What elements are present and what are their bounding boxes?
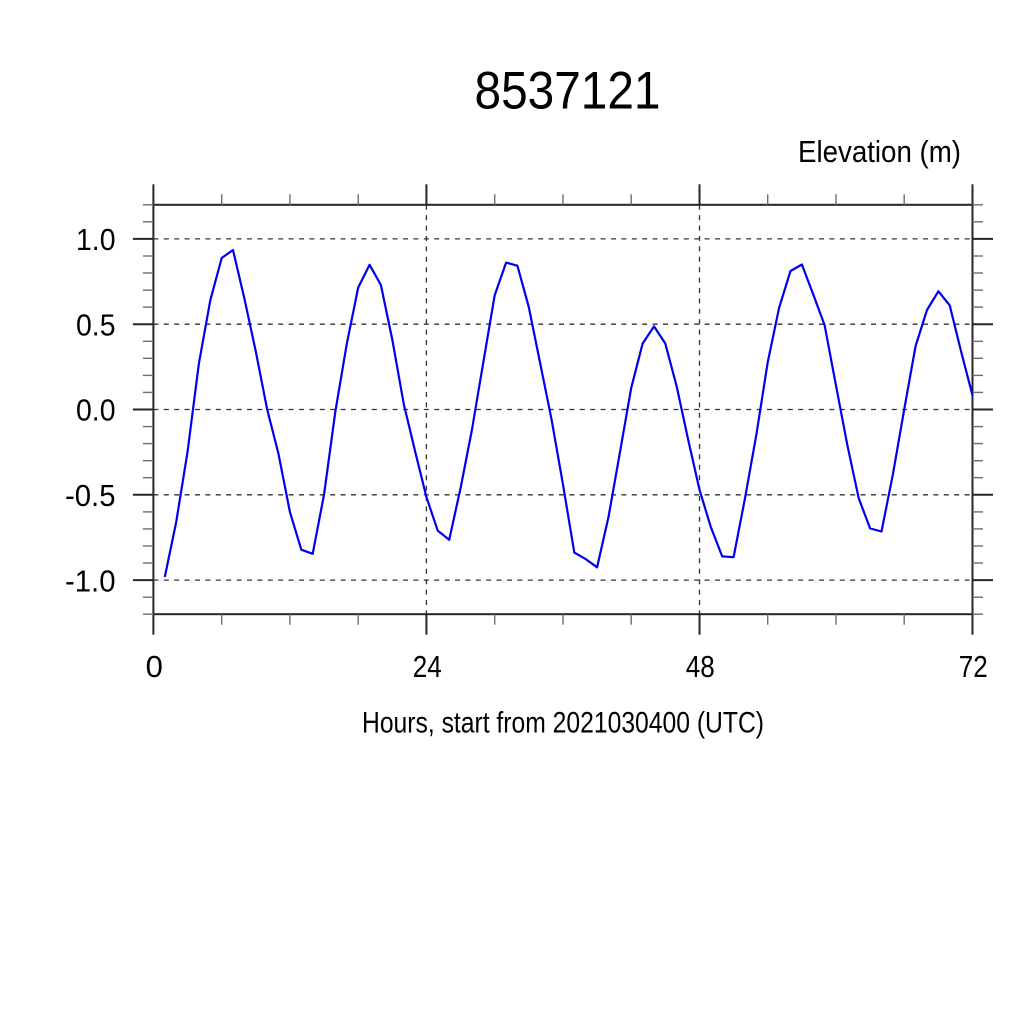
svg-text:-0.5: -0.5 (65, 478, 116, 513)
svg-text:Hours, start from 2021030400 (: Hours, start from 2021030400 (UTC) (362, 706, 764, 739)
svg-text:24: 24 (413, 649, 442, 684)
svg-text:Elevation (m): Elevation (m) (798, 134, 961, 169)
svg-text:8537121: 8537121 (475, 62, 661, 121)
svg-text:1.0: 1.0 (76, 222, 116, 257)
svg-text:-1.0: -1.0 (65, 563, 116, 598)
svg-text:48: 48 (686, 649, 715, 684)
svg-text:72: 72 (959, 649, 988, 684)
svg-text:0.5: 0.5 (76, 307, 116, 342)
svg-text:0: 0 (146, 649, 163, 684)
svg-text:0.0: 0.0 (76, 393, 116, 428)
